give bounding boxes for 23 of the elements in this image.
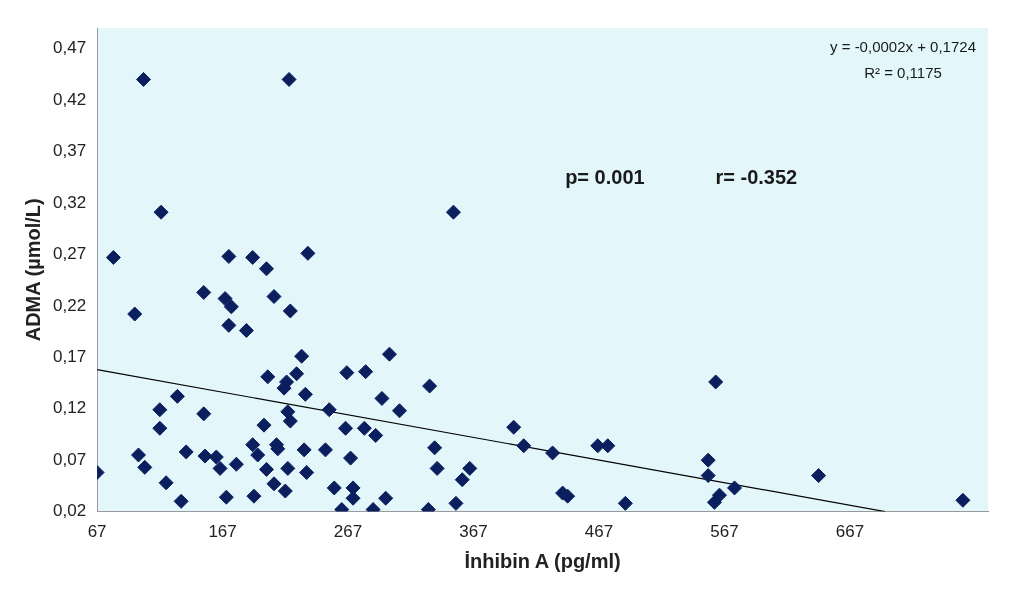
annotation: p= 0.001 [565,165,645,188]
annotation: r= -0.352 [715,165,798,188]
y-tick-label: 0,42 [52,89,87,109]
annotation: y = -0,0002x + 0,1724 [830,38,976,56]
y-tick-label: 0,22 [52,295,87,315]
x-tick-label: 667 [835,522,865,542]
y-tick-label: 0,27 [52,244,87,264]
x-tick-label: 467 [584,522,614,542]
x-tick-label: 267 [333,522,363,542]
y-tick-label: 0,07 [52,449,87,469]
y-tick-label: 0,12 [52,398,87,418]
y-tick-label: 0,17 [52,346,87,366]
x-tick-label: 67 [87,522,107,542]
y-tick-label: 0,02 [52,501,87,521]
y-axis-title: ADMA (µmol/L) [21,198,44,342]
x-tick-label: 367 [459,522,488,542]
y-tick-label: 0,37 [52,141,87,161]
x-tick-label: 567 [710,522,739,542]
x-tick-label: 167 [208,522,237,542]
y-tick-label: 0,32 [52,192,87,212]
x-axis-title: İnhibin A (pg/ml) [464,549,621,572]
annotation: R² = 0,1175 [864,64,942,82]
y-tick-label: 0,47 [52,38,87,58]
